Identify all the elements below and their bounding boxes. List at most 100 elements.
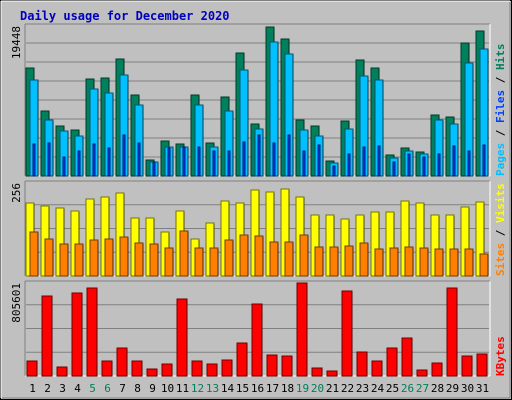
sites-bar — [119, 236, 129, 277]
kbytes-bar — [446, 287, 458, 377]
files-bar — [257, 134, 261, 177]
panel-legend: Sites / Visits — [494, 183, 507, 276]
files-bar — [92, 143, 96, 177]
files-bar — [482, 144, 486, 177]
kbytes-bar — [371, 360, 383, 377]
day-label: 2 — [44, 382, 51, 395]
files-bar — [287, 134, 291, 177]
sites-bar — [299, 234, 309, 277]
files-bar — [137, 142, 141, 177]
panel-scale-label: 805601 — [10, 283, 23, 323]
kbytes-bar — [326, 370, 338, 377]
legend-separator: / — [494, 223, 507, 243]
day-label: 20 — [311, 382, 324, 395]
kbytes-bar — [161, 363, 173, 377]
day-labels: 1 2 3 4 5 6 7 8 9 10 11 12 13 14 15 16 17 18 19 20 21 22 23 24 2… — [29, 382, 489, 395]
panel-legend: Pages / Files / Hits — [494, 44, 507, 177]
chart-panels: 19448 Pages / Files / Hits 256 Sites / Visi… — [10, 23, 507, 377]
sites-bar — [89, 239, 99, 277]
panel-scale-label: 256 — [10, 183, 23, 203]
kbytes-bar — [221, 359, 233, 377]
kbytes-bar — [236, 342, 248, 377]
sites-bar — [44, 238, 54, 277]
kbytes-bar — [56, 366, 68, 377]
sites-bar — [479, 253, 489, 277]
kbytes-bar — [341, 290, 353, 377]
kbytes-bar — [356, 351, 368, 377]
files-bar — [437, 153, 441, 177]
day-label: 22 — [341, 382, 354, 395]
files-bar — [242, 141, 246, 177]
day-label: 3 — [59, 382, 66, 395]
files-bar — [332, 165, 336, 177]
day-label: 28 — [431, 382, 444, 395]
day-label: 6 — [104, 382, 111, 395]
sites-bar — [374, 248, 384, 277]
kbytes-bar — [401, 337, 413, 377]
day-label: 13 — [206, 382, 219, 395]
kbytes-bar — [476, 353, 488, 377]
sites-bar — [194, 247, 204, 277]
files-bar — [212, 150, 216, 177]
kbytes-bar — [386, 347, 398, 377]
day-label: 14 — [221, 382, 235, 395]
files-bar — [197, 146, 201, 177]
kbytes-bar — [191, 360, 203, 377]
kbytes-bar — [416, 369, 428, 377]
day-label: 30 — [461, 382, 474, 395]
sites-bar — [179, 230, 189, 277]
panel-legend: KBytes — [494, 336, 507, 376]
day-label: 12 — [191, 382, 204, 395]
chart-panel-1: 19448 Pages / Files / Hits — [10, 23, 507, 177]
sites-bar — [404, 246, 414, 277]
day-label: 26 — [401, 382, 414, 395]
files-bar — [377, 145, 381, 177]
sites-bar — [449, 248, 459, 277]
kbytes-bar — [206, 363, 218, 377]
files-bar — [227, 150, 231, 177]
kbytes-bar — [431, 362, 443, 377]
panel-scale-label: 19448 — [10, 26, 23, 59]
files-bar — [422, 156, 426, 177]
day-label: 17 — [266, 382, 279, 395]
day-label: 4 — [74, 382, 81, 395]
kbytes-bar — [251, 303, 263, 377]
sites-bar — [314, 246, 324, 277]
kbytes-bar — [311, 367, 323, 377]
sites-bar — [254, 235, 264, 277]
kbytes-bar — [116, 347, 128, 377]
sites-bar — [149, 243, 159, 277]
sites-bar — [344, 245, 354, 277]
legend-item-hits: Hits — [494, 44, 507, 71]
sites-bar — [239, 234, 249, 277]
files-bar — [407, 153, 411, 177]
legend-item-files: Files — [494, 90, 507, 123]
files-bar — [62, 156, 66, 177]
day-label: 10 — [161, 382, 174, 395]
sites-bar — [284, 241, 294, 277]
files-bar — [182, 146, 186, 177]
day-label: 8 — [134, 382, 141, 395]
sites-bar — [224, 239, 234, 277]
files-bar — [272, 142, 276, 177]
day-label: 19 — [296, 382, 309, 395]
legend-separator: / — [494, 70, 507, 90]
kbytes-bar — [131, 360, 143, 377]
legend-item-pages: Pages — [494, 143, 507, 176]
day-label: 21 — [326, 382, 339, 395]
chart-panel-3: 805601 KBytes — [10, 280, 507, 377]
sites-bar — [164, 247, 174, 277]
files-bar — [317, 144, 321, 177]
sites-bar — [389, 247, 399, 277]
files-bar — [392, 161, 396, 177]
day-label: 23 — [356, 382, 369, 395]
sites-bar — [269, 241, 279, 277]
day-label: 29 — [446, 382, 459, 395]
files-bar — [167, 147, 171, 177]
sites-bar — [209, 247, 219, 277]
chart-panel-2: 256 Sites / Visits — [10, 180, 507, 277]
files-bar — [47, 142, 51, 177]
files-bar — [302, 150, 306, 177]
kbytes-bar — [281, 355, 293, 377]
